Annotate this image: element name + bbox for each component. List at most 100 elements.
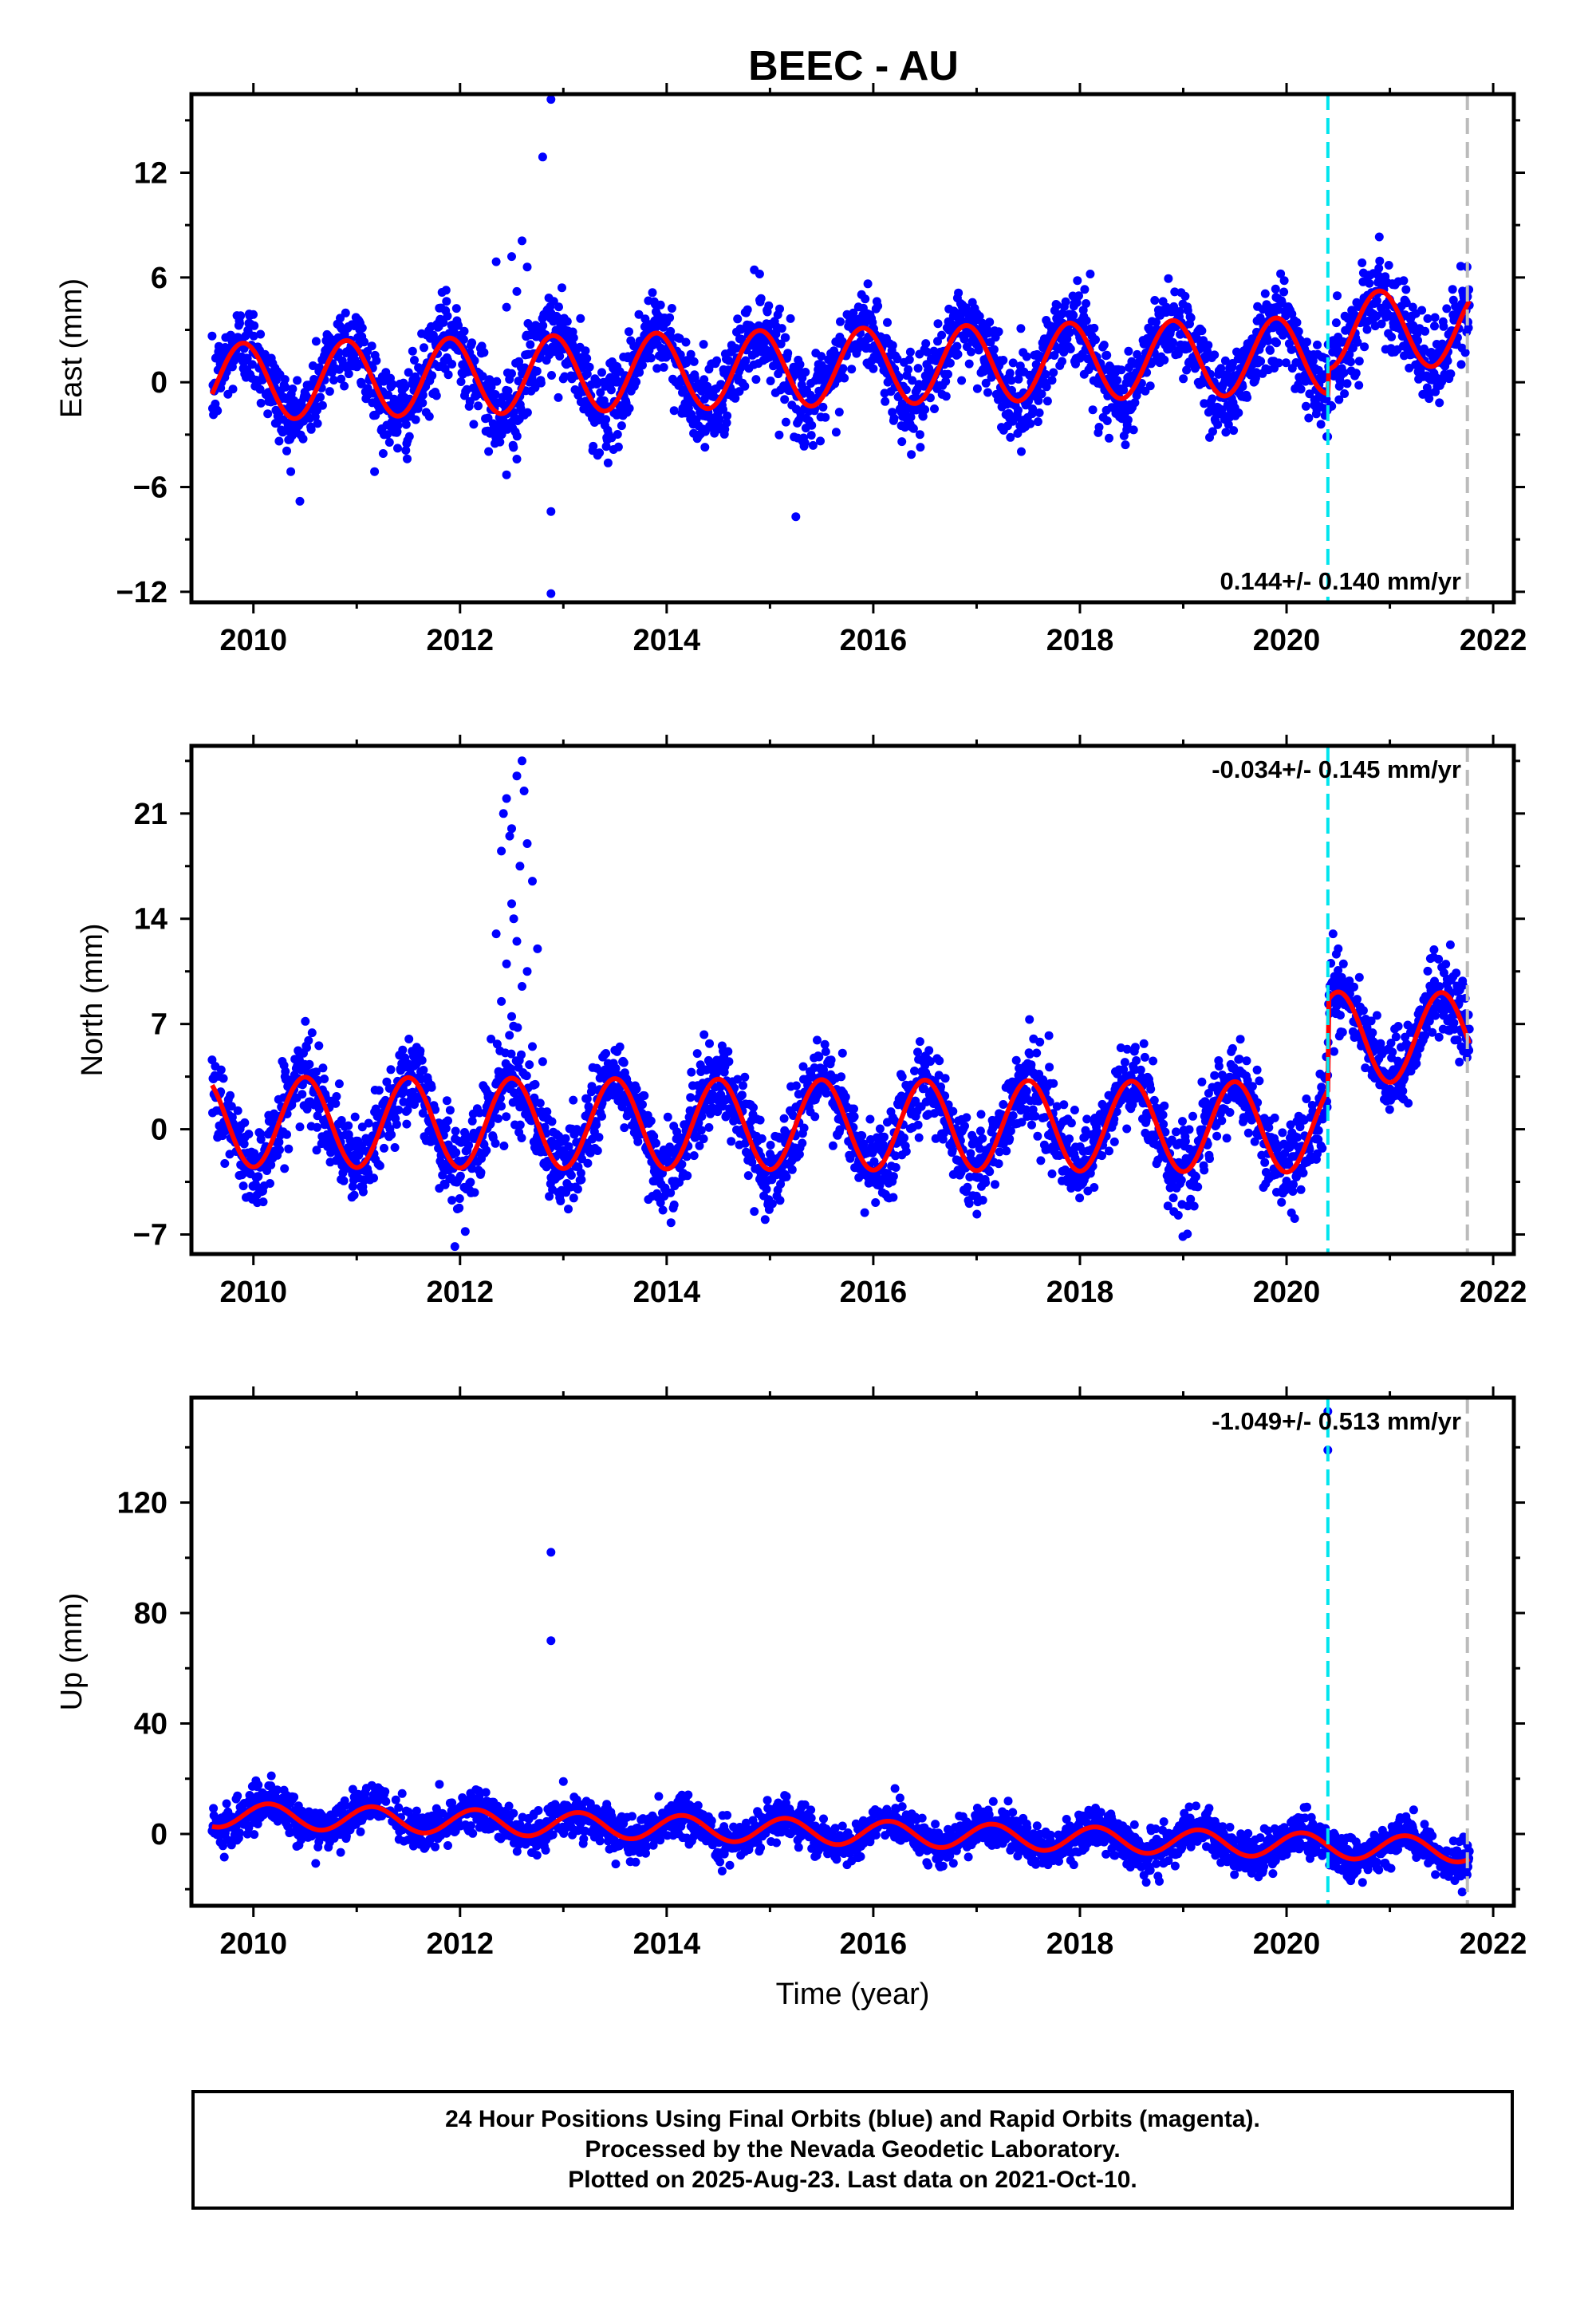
data-point [880, 1132, 889, 1142]
data-point [293, 376, 302, 385]
data-point [920, 1084, 928, 1094]
data-point [617, 421, 626, 431]
data-point [920, 405, 930, 414]
data-point [1022, 1105, 1031, 1114]
data-point [875, 1124, 885, 1134]
data-point [1008, 1111, 1018, 1120]
data-point [640, 314, 650, 324]
data-point [891, 1151, 900, 1161]
data-point [476, 1168, 486, 1177]
data-point [901, 1146, 911, 1156]
data-point [274, 436, 284, 446]
data-point [420, 343, 428, 353]
data-point [1294, 327, 1303, 336]
data-point [1044, 1031, 1054, 1040]
data-point [216, 1065, 226, 1075]
data-point [451, 304, 461, 314]
data-point [374, 1086, 384, 1095]
data-point [1066, 1118, 1076, 1128]
data-point [933, 319, 943, 329]
data-point [441, 1124, 451, 1133]
data-point [775, 304, 784, 314]
data-point [233, 1106, 242, 1115]
data-point [1109, 1114, 1119, 1124]
data-point [403, 1106, 412, 1114]
data-point [918, 412, 928, 421]
velocity-label: 0.144+/- 0.140 mm/yr [1220, 567, 1461, 595]
data-point [483, 413, 493, 423]
data-point [1149, 1056, 1158, 1066]
data-point [515, 1120, 525, 1130]
data-point [367, 341, 376, 351]
plot-frame-east [189, 92, 1516, 605]
data-point [484, 447, 494, 456]
data-point [1168, 1193, 1178, 1203]
data-point [834, 408, 844, 417]
data-point [783, 349, 793, 358]
data-point [634, 310, 644, 319]
data-point [1102, 416, 1112, 425]
data-point [889, 1172, 898, 1181]
data-point [573, 1185, 582, 1194]
data-point [431, 1105, 440, 1114]
data-point [1430, 321, 1439, 331]
data-point [256, 1134, 266, 1144]
data-point [583, 1158, 593, 1168]
data-point [747, 322, 757, 332]
data-point [313, 1122, 321, 1132]
data-point [1058, 309, 1067, 318]
data-point [1387, 332, 1397, 341]
data-point [1442, 304, 1452, 314]
data-point [532, 366, 542, 376]
data-point [994, 1159, 1003, 1169]
data-point [675, 333, 684, 343]
data-point [999, 1100, 1008, 1109]
data-point [774, 369, 783, 379]
data-point [649, 1132, 659, 1141]
data-point-outlier [546, 507, 556, 516]
data-point [904, 365, 913, 374]
data-point [1034, 396, 1043, 405]
data-point [298, 1090, 307, 1099]
data-point [1022, 1087, 1031, 1096]
data-point [220, 1159, 230, 1168]
data-point [925, 1057, 935, 1067]
data-point [558, 283, 566, 293]
data-point [913, 1047, 922, 1057]
data-point [648, 288, 657, 298]
data-point [1074, 291, 1083, 301]
data-point [699, 1030, 709, 1039]
data-point [228, 385, 238, 394]
data-point [432, 391, 441, 400]
data-point [545, 1192, 554, 1201]
data-point [1048, 322, 1058, 332]
data-point [341, 308, 350, 317]
data-point [1017, 447, 1026, 456]
data-point [991, 1180, 999, 1189]
data-point [1446, 369, 1456, 379]
data-point [719, 404, 727, 414]
data-point [502, 1112, 511, 1122]
data-point [1149, 1095, 1159, 1105]
data-point [282, 446, 291, 456]
data-point [491, 390, 500, 399]
data-point [474, 401, 483, 411]
data-point [889, 413, 899, 423]
data-point [1238, 382, 1247, 392]
data-point [910, 1067, 919, 1075]
data-point [1088, 405, 1097, 415]
data-point [509, 443, 518, 452]
data-point [601, 1049, 611, 1058]
data-point [569, 1193, 578, 1203]
data-point [1042, 382, 1051, 392]
data-point [821, 1047, 830, 1056]
data-point [954, 288, 964, 298]
data-point [689, 1151, 699, 1161]
data-point [964, 1199, 974, 1209]
data-point [1186, 313, 1196, 322]
data-point [1375, 256, 1385, 266]
data-point [930, 1109, 939, 1118]
data-point [1061, 297, 1070, 306]
data-point [1327, 401, 1337, 411]
data-point [329, 376, 338, 385]
